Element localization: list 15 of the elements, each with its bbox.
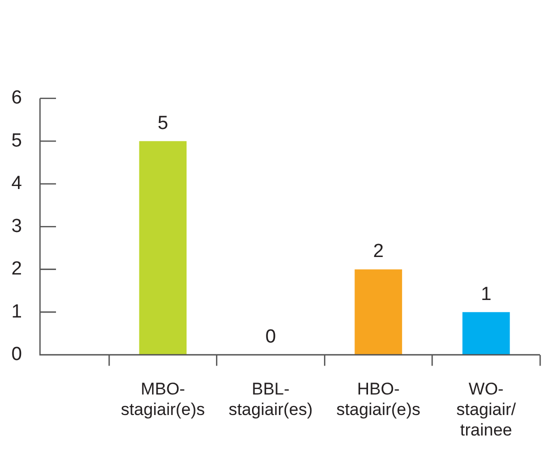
y-tick-label: 6 xyxy=(11,88,22,109)
x-tick-label: WO-stagiair/trainee xyxy=(456,380,516,440)
data-label: 1 xyxy=(480,284,492,305)
data-label: 0 xyxy=(265,326,276,348)
y-tick-label: 4 xyxy=(11,173,22,194)
y-tick-label: 5 xyxy=(11,130,22,152)
x-tick-label: HBO-stagiair(e)s xyxy=(336,380,420,420)
data-label: 2 xyxy=(373,241,384,262)
y-tick-label: 3 xyxy=(11,216,22,237)
data-label: 5 xyxy=(158,112,168,134)
x-tick-label: MBO-stagiair(e)s xyxy=(120,380,205,420)
y-tick-label: 2 xyxy=(11,258,22,280)
y-tick-label: 0 xyxy=(11,344,22,366)
y-tick-label: 1 xyxy=(11,301,22,322)
x-tick-label: BBL-stagiair(es) xyxy=(228,380,313,420)
